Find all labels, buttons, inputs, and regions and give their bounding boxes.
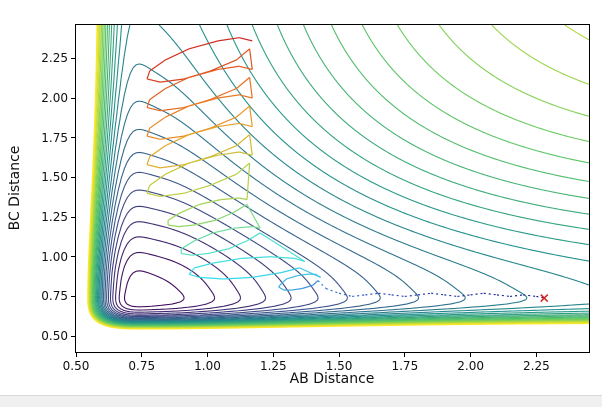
y-tick-label: 0.50 [41, 329, 68, 344]
x-tick-mark [535, 353, 537, 357]
y-tick-label: 1.00 [41, 249, 68, 264]
y-tick-label: 2.00 [41, 91, 68, 106]
contour-plot-canvas [76, 25, 589, 352]
x-tick-mark [75, 353, 77, 357]
page-bottom-strip [0, 395, 602, 407]
x-tick-label: 1.75 [391, 359, 419, 373]
x-tick-label: 2.00 [457, 359, 484, 373]
x-tick-label: 1.25 [259, 359, 287, 373]
y-axis-label: BC Distance [7, 145, 23, 231]
y-tick-label: 1.25 [41, 210, 68, 225]
y-tick-label: 2.25 [41, 51, 68, 66]
x-tick-mark [141, 353, 143, 357]
x-tick-mark [338, 353, 340, 357]
plot-area [75, 24, 590, 353]
y-tick-label: 0.75 [41, 289, 68, 304]
x-tick-label: 0.75 [128, 359, 156, 373]
x-tick-label: 2.25 [523, 359, 550, 373]
y-tick-label: 1.75 [41, 130, 68, 145]
x-tick-mark [404, 353, 406, 357]
x-tick-mark [470, 353, 472, 357]
x-tick-mark [207, 353, 209, 357]
y-tick-label: 1.50 [41, 170, 68, 185]
x-tick-label: 0.50 [62, 359, 90, 373]
x-tick-label: 1.00 [194, 359, 221, 373]
x-axis-label: AB Distance [289, 371, 375, 387]
x-tick-mark [272, 353, 274, 357]
